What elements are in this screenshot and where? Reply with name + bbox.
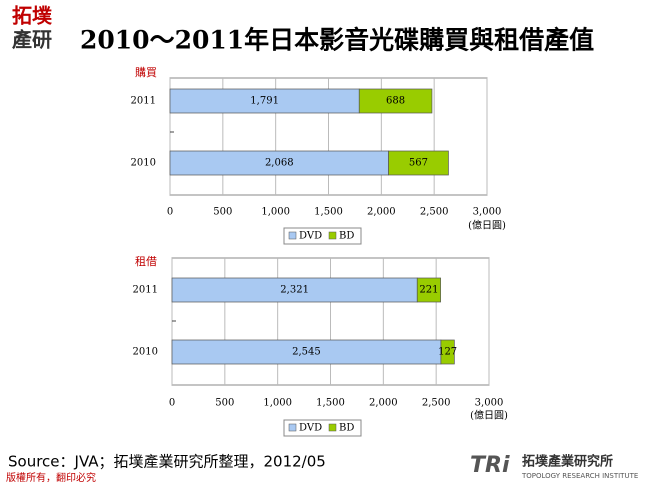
bar-segment: [358, 88, 433, 114]
x-tick-label: 1,000: [261, 207, 290, 218]
chart-label: 購買: [135, 65, 157, 79]
slide-title: 2010～2011年日本影音光碟購買與租借產值: [80, 26, 594, 55]
x-tick-label: 500: [215, 398, 234, 409]
value-label: 1,791: [250, 96, 279, 107]
y-tick-label: 2011: [131, 96, 156, 107]
bar-segment: [169, 88, 360, 114]
bar-segment: [416, 277, 441, 303]
chart-label: 租借: [135, 255, 157, 268]
value-label: 2,545: [292, 347, 321, 358]
legend-label: BD: [339, 231, 354, 242]
legend-swatch: [328, 231, 337, 240]
x-tick-label: 1,000: [263, 398, 292, 409]
x-tick-label: 3,000: [473, 207, 502, 218]
y-tick-label: 2010: [131, 158, 156, 169]
value-label: 221: [419, 285, 438, 296]
logo-top: 拓墣: [12, 4, 53, 28]
x-tick-label: 2,500: [420, 207, 449, 218]
legend-swatch: [288, 231, 297, 240]
source-note: Source：JVA；拓墣產業研究所整理，2012/05: [8, 453, 326, 471]
legend-label: DVD: [299, 423, 322, 434]
x-tick-label: 0: [169, 398, 175, 409]
logo-bottom: 產研: [12, 28, 52, 52]
x-tick-label: 1,500: [314, 207, 343, 218]
axis-unit: (億日圓): [468, 219, 506, 232]
bar-segment: [440, 339, 455, 365]
x-tick-label: 500: [213, 207, 232, 218]
copyright: 版權所有，翻印必究: [6, 471, 96, 484]
bar-segment: [388, 150, 449, 176]
value-label: 127: [438, 347, 457, 358]
x-tick-label: 2,000: [367, 207, 396, 218]
x-tick-label: 3,000: [475, 398, 504, 409]
legend-label: BD: [339, 423, 354, 434]
bar-segment: [171, 339, 442, 365]
legend-label: DVD: [299, 231, 322, 242]
y-tick-label: 2011: [133, 285, 158, 296]
value-label: 567: [409, 158, 428, 169]
value-label: 2,321: [280, 285, 309, 296]
x-tick-label: 0: [167, 207, 173, 218]
value-label: 2,068: [265, 158, 294, 169]
legend-box: [283, 227, 362, 245]
y-tick-label: 2010: [133, 347, 158, 358]
x-tick-label: 2,500: [422, 398, 451, 409]
legend-box: [283, 419, 362, 437]
legend-swatch: [328, 423, 337, 432]
footer-logo-name: 拓墣產業研究所: [522, 454, 613, 470]
logo-box: [0, 0, 64, 56]
footer-logo-english: TOPOLOGY RESEARCH INSTITUTE: [521, 472, 638, 480]
bar-segment: [171, 277, 418, 303]
value-label: 688: [386, 96, 405, 107]
footer-logo-mark: TRi: [470, 453, 510, 478]
x-tick-label: 2,000: [369, 398, 398, 409]
legend-swatch: [288, 423, 297, 432]
bar-segment: [169, 150, 389, 176]
x-tick-label: 1,500: [316, 398, 345, 409]
axis-unit: (億日圓): [470, 409, 508, 422]
